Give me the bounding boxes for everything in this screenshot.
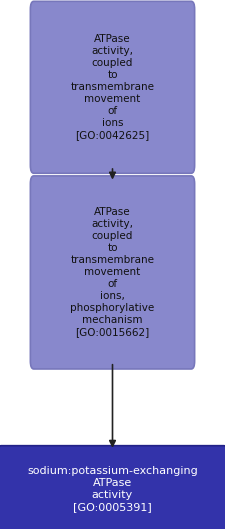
- FancyBboxPatch shape: [0, 445, 225, 529]
- FancyBboxPatch shape: [30, 176, 195, 369]
- Text: ATPase
activity,
coupled
to
transmembrane
movement
of
ions
[GO:0042625]: ATPase activity, coupled to transmembran…: [70, 34, 155, 140]
- Text: ATPase
activity,
coupled
to
transmembrane
movement
of
ions,
phosphorylative
mech: ATPase activity, coupled to transmembran…: [70, 207, 155, 338]
- FancyBboxPatch shape: [30, 1, 195, 174]
- Text: sodium:potassium-exchanging
ATPase
activity
[GO:0005391]: sodium:potassium-exchanging ATPase activ…: [27, 467, 198, 512]
